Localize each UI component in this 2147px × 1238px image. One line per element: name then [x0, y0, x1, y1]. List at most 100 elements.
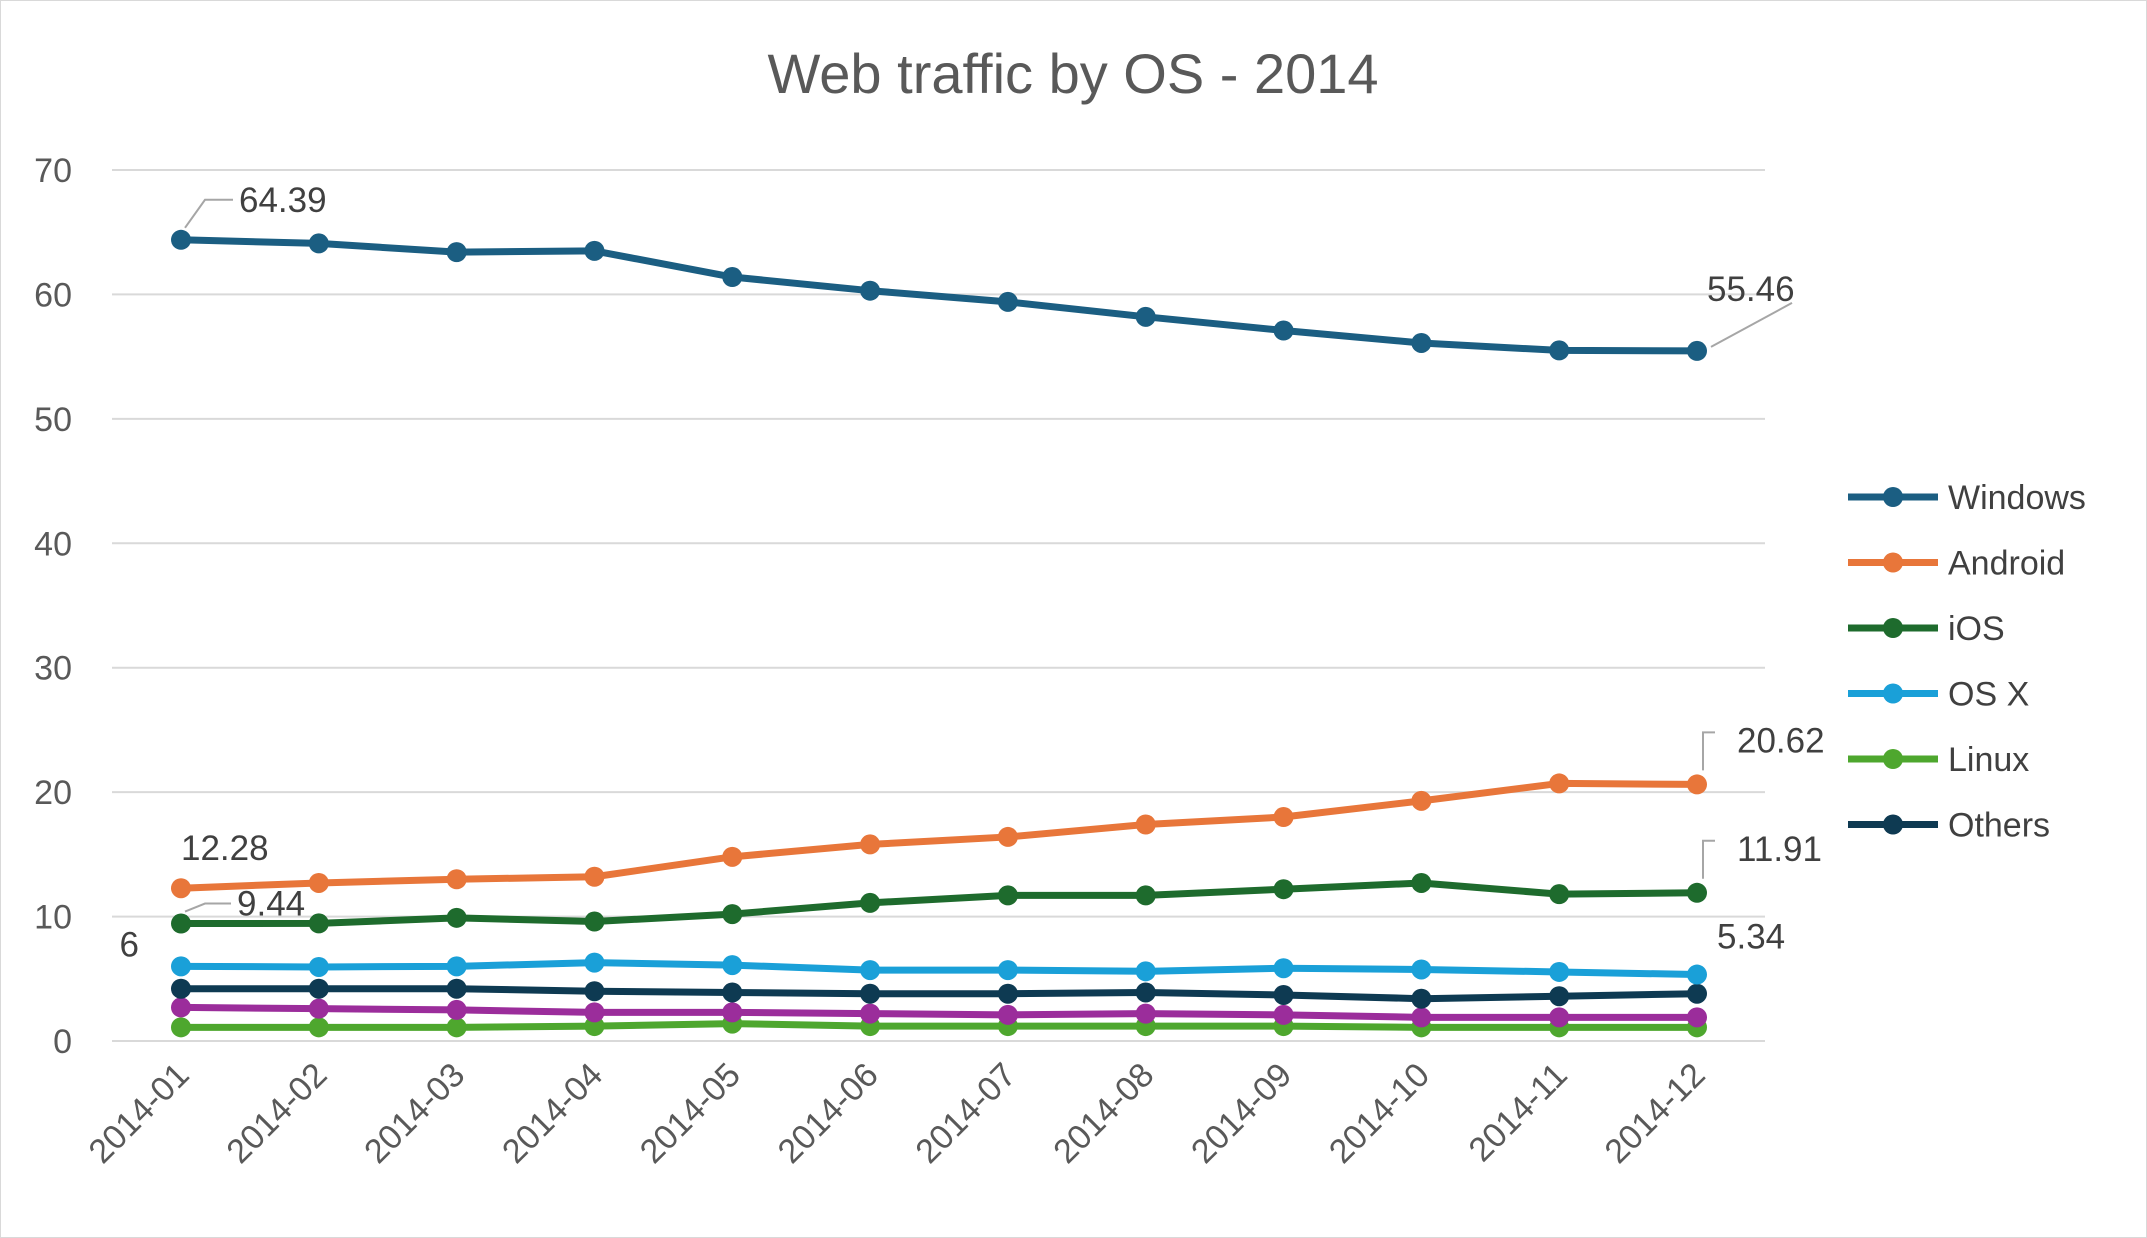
data-point — [1411, 872, 1432, 893]
x-tick-label: 2014-04 — [495, 1056, 610, 1171]
data-point — [171, 913, 191, 934]
data-label: 20.62 — [1737, 721, 1825, 760]
y-tick-label: 60 — [34, 276, 72, 314]
legend-swatch-marker — [1883, 618, 1903, 638]
data-point — [584, 911, 605, 932]
data-point — [1135, 1003, 1156, 1024]
data-point — [584, 981, 605, 1002]
data-point — [722, 982, 743, 1003]
data-point — [1549, 884, 1570, 905]
data-point — [446, 242, 467, 263]
legend-label: OS X — [1948, 676, 2029, 714]
data-point — [860, 1003, 881, 1024]
series-line — [177, 779, 1701, 892]
data-point — [171, 1017, 191, 1038]
legend-label: Windows — [1948, 479, 2086, 517]
data-point — [1687, 964, 1707, 985]
legend-item-os-x: OS X — [1848, 676, 2029, 714]
y-tick-label: 50 — [34, 401, 72, 439]
data-label: 5.34 — [1717, 918, 1785, 957]
legend-swatch-marker — [1883, 749, 1903, 769]
data-point — [1687, 1007, 1707, 1028]
data-point — [722, 904, 743, 925]
y-tick-label: 30 — [34, 650, 72, 688]
x-axis: 2014-01 2014-02 2014-03 2014-04 2014-05 2014-… — [82, 1056, 1713, 1171]
legend-label: iOS — [1948, 610, 2005, 648]
data-point — [1411, 959, 1432, 980]
data-label: 6 — [120, 925, 139, 964]
data-point — [997, 983, 1018, 1004]
data-label: 64.39 — [239, 181, 327, 220]
x-tick-label: 2014-09 — [1184, 1056, 1299, 1171]
series-ios — [171, 872, 1707, 934]
data-point — [308, 998, 329, 1019]
data-point — [446, 978, 467, 999]
legend-item-android: Android — [1848, 545, 2065, 583]
data-point — [997, 291, 1018, 312]
x-tick-label: 2014-05 — [633, 1056, 748, 1171]
x-tick-label: 2014-10 — [1322, 1056, 1437, 1171]
data-point — [860, 280, 881, 301]
label-leader-line — [184, 902, 231, 913]
data-label: 55.46 — [1707, 270, 1795, 309]
data-point — [584, 952, 605, 973]
x-tick-label: 2014-08 — [1046, 1056, 1161, 1171]
series-android — [171, 773, 1707, 899]
legend-swatch-marker — [1883, 683, 1903, 704]
x-tick-label: 2014-12 — [1598, 1056, 1713, 1171]
legend-label: Linux — [1948, 741, 2029, 779]
data-point — [1411, 1007, 1432, 1028]
series-line — [177, 1020, 1701, 1031]
data-point — [1273, 320, 1294, 341]
data-point — [1549, 773, 1570, 794]
data-point — [584, 866, 605, 887]
data-point — [1549, 1007, 1570, 1028]
series-line — [177, 959, 1701, 979]
data-point — [308, 872, 329, 893]
data-labels: 64.39 55.46 12.28 20.62 9.44 11.91 6 5.34 — [120, 181, 1825, 965]
data-point — [1549, 986, 1570, 1007]
data-point — [1135, 885, 1156, 906]
data-point — [584, 240, 605, 261]
data-point — [446, 1017, 467, 1038]
x-tick-label: 2014-07 — [908, 1056, 1023, 1171]
label-leader-line — [1702, 731, 1715, 771]
chart-title: Web traffic by OS - 2014 — [767, 42, 1378, 105]
data-label: 12.28 — [181, 829, 269, 868]
data-point — [1273, 879, 1294, 900]
data-point — [308, 978, 329, 999]
legend-item-windows: Windows — [1848, 479, 2086, 517]
legend-swatch-marker — [1883, 814, 1903, 835]
x-tick-label: 2014-02 — [219, 1056, 334, 1171]
data-point — [997, 1004, 1018, 1025]
y-axis: 0 10 20 30 40 50 60 70 — [34, 152, 72, 1061]
data-point — [722, 1002, 743, 1023]
data-point — [584, 1002, 605, 1023]
data-point — [1273, 984, 1294, 1005]
data-point — [171, 878, 191, 899]
data-point — [308, 913, 329, 934]
data-point — [446, 907, 467, 928]
series-windows — [171, 229, 1707, 361]
data-point — [171, 997, 191, 1018]
data-point — [1687, 340, 1707, 361]
data-point — [1687, 774, 1707, 795]
data-point — [722, 955, 743, 976]
legend-label: Others — [1948, 807, 2050, 845]
label-leader-line — [184, 198, 233, 229]
data-point — [1273, 807, 1294, 828]
series-others — [171, 978, 1707, 1009]
y-tick-label: 70 — [34, 152, 72, 190]
data-point — [1273, 958, 1294, 979]
legend-item-others: Others — [1848, 807, 2050, 845]
data-point — [722, 267, 743, 288]
data-label: 9.44 — [237, 885, 305, 924]
y-tick-label: 20 — [34, 774, 72, 812]
legend-swatch-marker — [1883, 487, 1903, 507]
legend: Windows Android iOS OS X Linux Others — [1848, 479, 2086, 845]
data-point — [1135, 306, 1156, 327]
series-line — [177, 1003, 1701, 1021]
data-point — [1135, 982, 1156, 1003]
data-point — [1411, 790, 1432, 811]
